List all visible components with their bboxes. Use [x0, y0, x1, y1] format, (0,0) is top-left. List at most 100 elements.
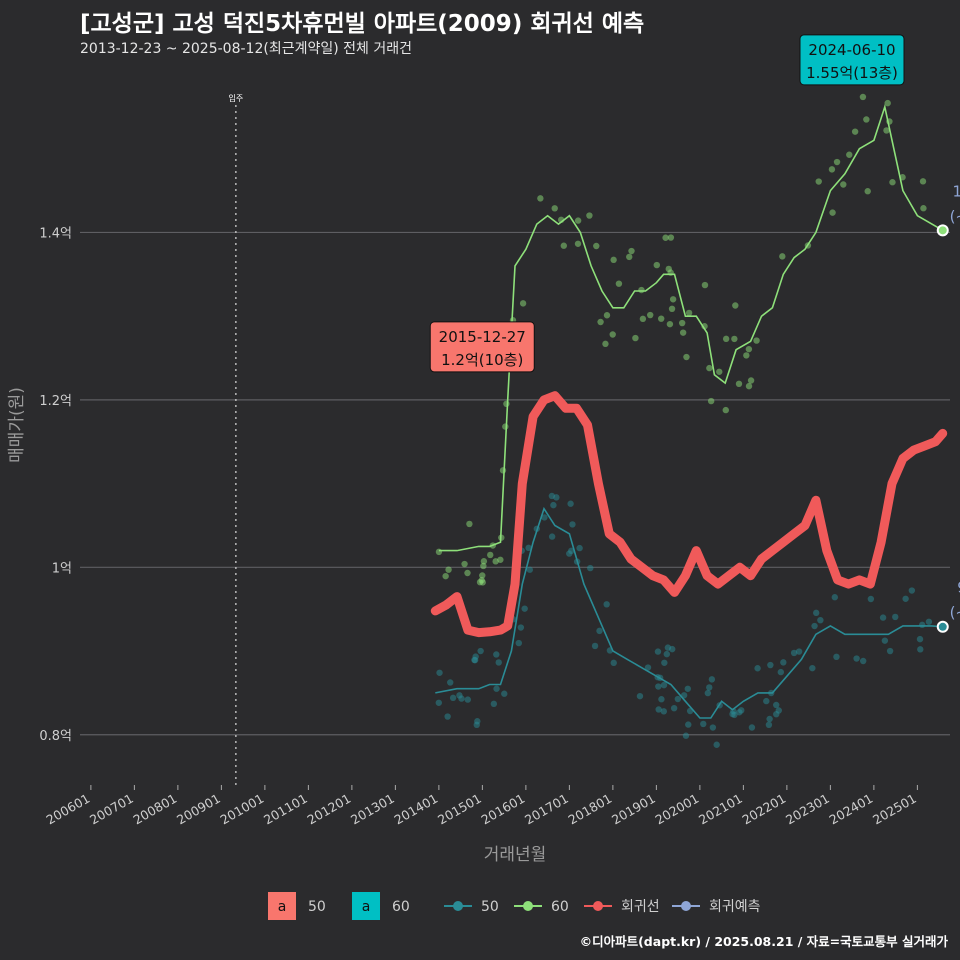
series-50-point [886, 647, 894, 655]
series-60-point [669, 296, 677, 303]
series-50-point [658, 696, 665, 703]
series-60-point [492, 558, 499, 565]
series-60-point [647, 311, 654, 319]
series-60-point [610, 256, 617, 264]
series-60-point [735, 380, 743, 388]
x-tick-label: 201201 [305, 791, 354, 828]
series-50-point [517, 624, 525, 631]
series-50-point [610, 659, 617, 667]
series-50-point [777, 668, 785, 676]
series-50-point [775, 707, 782, 714]
y-tick-label: 1.4억 [39, 226, 72, 241]
series-60-point [479, 572, 486, 579]
series-50-point [477, 647, 484, 655]
series-60-point [466, 520, 473, 528]
series-50-point [636, 692, 644, 700]
series-50-point [780, 659, 787, 666]
y-tick-label: 1억 [52, 561, 72, 576]
series-50-point [908, 587, 916, 594]
series-50-point [550, 501, 557, 509]
series-50-point [831, 594, 839, 601]
series-60-point [628, 247, 635, 255]
end-label-value: 14,025 [953, 182, 960, 200]
series-50-point [669, 645, 676, 653]
series-50-point [853, 655, 860, 662]
series-50-point [674, 695, 682, 703]
series-60-point [745, 345, 753, 353]
series-60-point [480, 562, 487, 570]
series-60-point [632, 334, 639, 342]
series-50-point [471, 656, 478, 664]
series-50-point [569, 521, 576, 528]
series-60-point [615, 280, 623, 287]
series-60-point [678, 319, 686, 327]
series-60-point [716, 368, 723, 375]
series-50-point [817, 616, 824, 624]
series-50-point [576, 544, 583, 552]
series-60-point [753, 337, 760, 344]
series-50-point [660, 708, 668, 715]
series-60-point [745, 382, 753, 390]
series-60-point [519, 300, 527, 307]
series-60-point [597, 318, 604, 326]
series-50-point [541, 514, 548, 521]
series-50-point [748, 724, 756, 731]
x-tick-label: 200701 [87, 791, 136, 828]
series-50-point [603, 601, 610, 608]
annotation-price: 1.55억(13층) [806, 64, 898, 82]
series-50-point [700, 720, 707, 728]
series-60-point [732, 302, 739, 309]
series-50-point [765, 721, 773, 729]
legend-label: 50 [481, 899, 499, 915]
series-60-point [666, 320, 674, 328]
series-50-point [515, 639, 522, 647]
series-50-point [458, 695, 465, 702]
series-50-point [811, 622, 818, 630]
series-50-point [663, 650, 671, 658]
series-50-point [859, 657, 867, 665]
series-50-point [525, 544, 532, 552]
x-tick-label: 200801 [131, 791, 180, 828]
series-50-end-marker-inner [938, 622, 947, 631]
series-50-point [449, 694, 457, 702]
series-50-point [790, 649, 798, 657]
series-50-line [435, 506, 943, 719]
series-60-point [435, 548, 443, 556]
chart-subtitle: 2013-12-23 ~ 2025-08-12(최근계약일) 전체 거래건 [80, 41, 412, 57]
legend-glyph: a [362, 899, 371, 915]
series-60-point [609, 331, 616, 338]
series-60-point [683, 353, 690, 361]
legend-line-dot [681, 901, 691, 911]
series-50-point [474, 718, 481, 725]
series-50-point [495, 659, 502, 666]
series-50-point [655, 706, 662, 713]
series-50-point [795, 648, 803, 655]
x-axis-title: 거래년월 [484, 845, 547, 865]
annotation-box [799, 34, 905, 86]
series-50-point [670, 704, 678, 712]
series-60-point [560, 242, 568, 249]
series-60-point [747, 377, 755, 384]
series-50-point [704, 689, 712, 697]
credit-text: ©디아파트(dapt.kr) / 2025.08.21 / 자료=국토교통부 실… [579, 934, 948, 949]
legend-line-dot [453, 901, 463, 911]
legend-label: 50 [308, 899, 326, 915]
annotation-price: 1.2억(10층) [441, 351, 523, 369]
series-50-point [436, 669, 443, 676]
series-60-point [464, 569, 471, 577]
series-60-point [840, 181, 847, 188]
series-60-point [731, 335, 738, 343]
end-label-value: 9,294 [957, 578, 960, 596]
series-60-point [889, 179, 896, 186]
series-60-point [833, 158, 841, 166]
legend-swatch [352, 892, 380, 920]
series-60-point [487, 551, 494, 559]
series-50-point [661, 659, 668, 666]
series-60-point [662, 234, 669, 241]
series-50-point [763, 697, 770, 705]
series-50-point [736, 709, 743, 716]
x-tick-label: 201101 [261, 791, 310, 828]
legend-label: 60 [392, 899, 410, 915]
series-50-point [684, 685, 691, 692]
